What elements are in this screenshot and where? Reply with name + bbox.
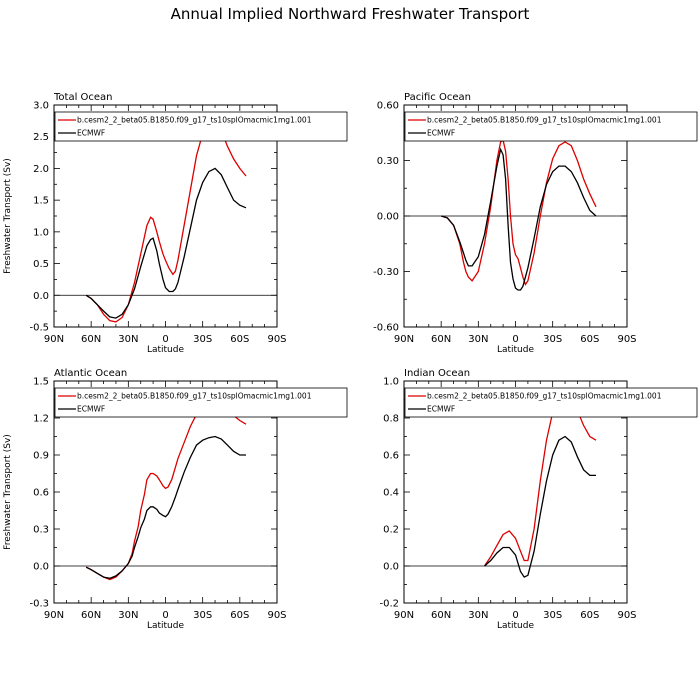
ecmwf-series-line	[85, 167, 247, 319]
legend-box	[54, 387, 348, 418]
legend-label-ecmwf: ECMWF	[77, 405, 105, 414]
legend-label-model: b.cesm2_2_beta05.B1850.f09_g17_ts10splOm…	[427, 116, 662, 125]
x-axis-label: Latitude	[497, 345, 535, 355]
y-tick-label: 0.6	[383, 451, 399, 462]
x-tick-label: 30N	[118, 610, 138, 621]
x-tick-label: 90N	[394, 610, 414, 621]
model-series-line	[85, 120, 247, 323]
x-tick-label: 60N	[431, 334, 451, 345]
x-tick-label: 30N	[118, 334, 138, 345]
x-tick-label: 90N	[44, 334, 64, 345]
panel-title: Pacific Ocean	[404, 92, 471, 103]
x-tick-label: 0	[512, 334, 518, 345]
y-tick-label: -0.2	[379, 599, 399, 610]
ecmwf-series-line	[441, 147, 597, 291]
legend-label-model: b.cesm2_2_beta05.B1850.f09_g17_ts10splOm…	[427, 392, 662, 401]
model-series-line	[441, 139, 597, 286]
x-tick-label: 30S	[543, 610, 562, 621]
panel-title: Atlantic Ocean	[54, 368, 127, 379]
y-tick-label: 0.4	[383, 488, 399, 499]
x-tick-label: 0	[512, 610, 518, 621]
panel-atlantic-ocean: 90N 60N 30N 0 30S 60S 90S -0.3 0.0 0.3 0.6 0.9 1.2 1.…	[3, 368, 348, 631]
legend-label-ecmwf: ECMWF	[427, 129, 455, 138]
x-tick-label: 60S	[230, 610, 249, 621]
x-tick-label: 90S	[617, 610, 636, 621]
y-tick-label: 2.0	[33, 164, 49, 175]
x-tick-label: 90S	[267, 610, 286, 621]
x-tick-label: 30S	[193, 610, 212, 621]
panel-pacific-ocean: 90N 60N 30N 0 30S 60S 90S -0.60 -0.30 0.00 0.30 0.6…	[373, 92, 698, 355]
y-tick-label: 0.0	[383, 562, 399, 573]
x-tick-label: 90S	[617, 334, 636, 345]
legend-label-ecmwf: ECMWF	[427, 405, 455, 414]
y-tick-label: 1.0	[383, 377, 399, 388]
x-tick-label: 90N	[394, 334, 414, 345]
legend: b.cesm2_2_beta05.B1850.f09_g17_ts10splOm…	[404, 111, 698, 142]
x-tick-label: 60N	[81, 334, 101, 345]
y-tick-label: 0.5	[33, 259, 49, 270]
x-tick-label: 60N	[81, 610, 101, 621]
panel-title: Indian Ocean	[404, 368, 470, 379]
x-tick-label: 0	[162, 334, 168, 345]
legend: b.cesm2_2_beta05.B1850.f09_g17_ts10splOm…	[404, 387, 698, 418]
y-tick-label: 3.0	[33, 101, 49, 112]
legend: b.cesm2_2_beta05.B1850.f09_g17_ts10splOm…	[54, 111, 348, 142]
y-tick-label: 1.5	[33, 196, 49, 207]
legend-box	[404, 111, 698, 142]
x-tick-label: 30N	[468, 334, 488, 345]
y-tick-label: 0.0	[33, 291, 49, 302]
legend: b.cesm2_2_beta05.B1850.f09_g17_ts10splOm…	[54, 387, 348, 418]
legend-box	[54, 111, 348, 142]
y-tick-label: 0.2	[383, 525, 399, 536]
y-tick-label: -0.30	[373, 267, 399, 278]
y-tick-label: -0.5	[29, 323, 49, 334]
x-tick-label: 30S	[543, 334, 562, 345]
model-series-line	[85, 393, 247, 581]
y-axis-label: Freshwater Transport (Sv)	[3, 158, 13, 274]
legend-label-ecmwf: ECMWF	[77, 129, 105, 138]
x-axis-label: Latitude	[147, 621, 185, 631]
y-tick-label: 1.5	[33, 377, 49, 388]
ecmwf-series-line	[484, 435, 596, 578]
legend-box	[404, 387, 698, 418]
y-tick-label: 0.3	[33, 525, 49, 536]
y-tick-label: 2.5	[33, 132, 49, 143]
ecmwf-series-line	[85, 435, 246, 579]
panel-total-ocean: 90N 60N 30N 0 30S 60S 90S -0.5 0.0 0.5 1.0 1.5 2.0 2.…	[3, 92, 348, 355]
x-tick-label: 30S	[193, 334, 212, 345]
y-tick-label: 0.00	[377, 212, 399, 223]
x-axis-label: Latitude	[497, 621, 535, 631]
y-tick-label: -0.3	[29, 599, 49, 610]
x-tick-label: 60S	[580, 610, 599, 621]
y-tick-label: 0.8	[383, 414, 399, 425]
y-tick-label: -0.60	[373, 323, 399, 334]
x-axis-label: Latitude	[147, 345, 185, 355]
y-tick-label: 0.6	[33, 488, 49, 499]
panel-indian-ocean: 90N 60N 30N 0 30S 60S 90S -0.2 0.0 0.2 0.4 0.6 0.8 1.…	[379, 368, 698, 631]
x-tick-label: 60S	[230, 334, 249, 345]
x-tick-label: 30N	[468, 610, 488, 621]
y-tick-label: 1.2	[33, 414, 49, 425]
y-tick-label: 1.0	[33, 227, 49, 238]
x-tick-label: 60N	[431, 610, 451, 621]
y-tick-label: 0.0	[33, 562, 49, 573]
panel-title: Total Ocean	[53, 92, 113, 103]
figure-title: Annual Implied Northward Freshwater Tran…	[171, 5, 530, 23]
y-tick-label: 0.60	[377, 101, 399, 112]
x-tick-label: 90S	[267, 334, 286, 345]
y-tick-label: 0.30	[377, 156, 399, 167]
legend-label-model: b.cesm2_2_beta05.B1850.f09_g17_ts10splOm…	[77, 392, 312, 401]
y-axis-label: Freshwater Transport (Sv)	[3, 434, 13, 550]
x-tick-label: 0	[162, 610, 168, 621]
y-tick-label: 0.9	[33, 451, 49, 462]
legend-label-model: b.cesm2_2_beta05.B1850.f09_g17_ts10splOm…	[77, 116, 312, 125]
x-tick-label: 60S	[580, 334, 599, 345]
x-tick-label: 90N	[44, 610, 64, 621]
